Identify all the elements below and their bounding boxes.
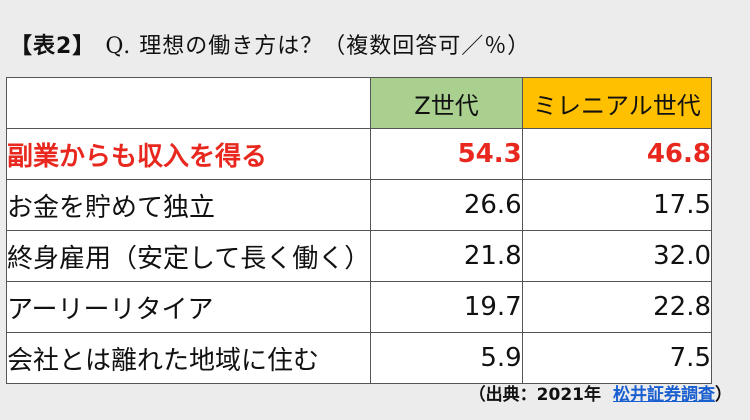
row-label: 会社とは離れた地域に住む — [5, 332, 372, 384]
table-row: 終身雇用（安定して長く働く） 21.8 32.0 — [5, 230, 713, 282]
header-corner — [5, 77, 372, 129]
z-value: 21.8 — [370, 230, 523, 282]
chart-title-question: Q. 理想の働き方は？（複数回答可／％） — [105, 34, 531, 59]
chart-title-tag: 【表2】 — [10, 34, 96, 59]
table-header-row: Z世代 ミレニアル世代 — [5, 77, 713, 129]
chart-title: 【表2】 Q. 理想の働き方は？（複数回答可／％） — [10, 28, 530, 60]
header-z-generation: Z世代 — [370, 77, 523, 129]
millennial-value: 22.8 — [521, 281, 713, 333]
source-link[interactable]: 松井証券調査 — [613, 385, 715, 405]
millennial-value: 46.8 — [521, 128, 713, 180]
source-prefix: （出典：2021年 — [468, 385, 601, 405]
millennial-value: 32.0 — [521, 230, 713, 282]
millennial-value: 17.5 — [521, 179, 713, 231]
header-millennial-generation: ミレニアル世代 — [521, 77, 713, 129]
z-value: 19.7 — [370, 281, 523, 333]
table-row: お金を貯めて独立 26.6 17.5 — [5, 179, 713, 231]
source-note: （出典：2021年 松井証券調査） — [469, 380, 732, 405]
z-value: 5.9 — [370, 332, 523, 384]
survey-table: Z世代 ミレニアル世代 副業からも収入を得る 54.3 46.8 お金を貯めて独… — [5, 77, 713, 384]
row-label: アーリーリタイア — [5, 281, 372, 333]
source-suffix: ） — [715, 385, 732, 405]
table-row: 副業からも収入を得る 54.3 46.8 — [5, 128, 713, 180]
table-row: アーリーリタイア 19.7 22.8 — [5, 281, 713, 333]
z-value: 26.6 — [370, 179, 523, 231]
z-value: 54.3 — [370, 128, 523, 180]
table-row: 会社とは離れた地域に住む 5.9 7.5 — [5, 332, 713, 384]
row-label: 副業からも収入を得る — [5, 128, 372, 180]
row-label: お金を貯めて独立 — [5, 179, 372, 231]
millennial-value: 7.5 — [521, 332, 713, 384]
row-label: 終身雇用（安定して長く働く） — [5, 230, 372, 282]
